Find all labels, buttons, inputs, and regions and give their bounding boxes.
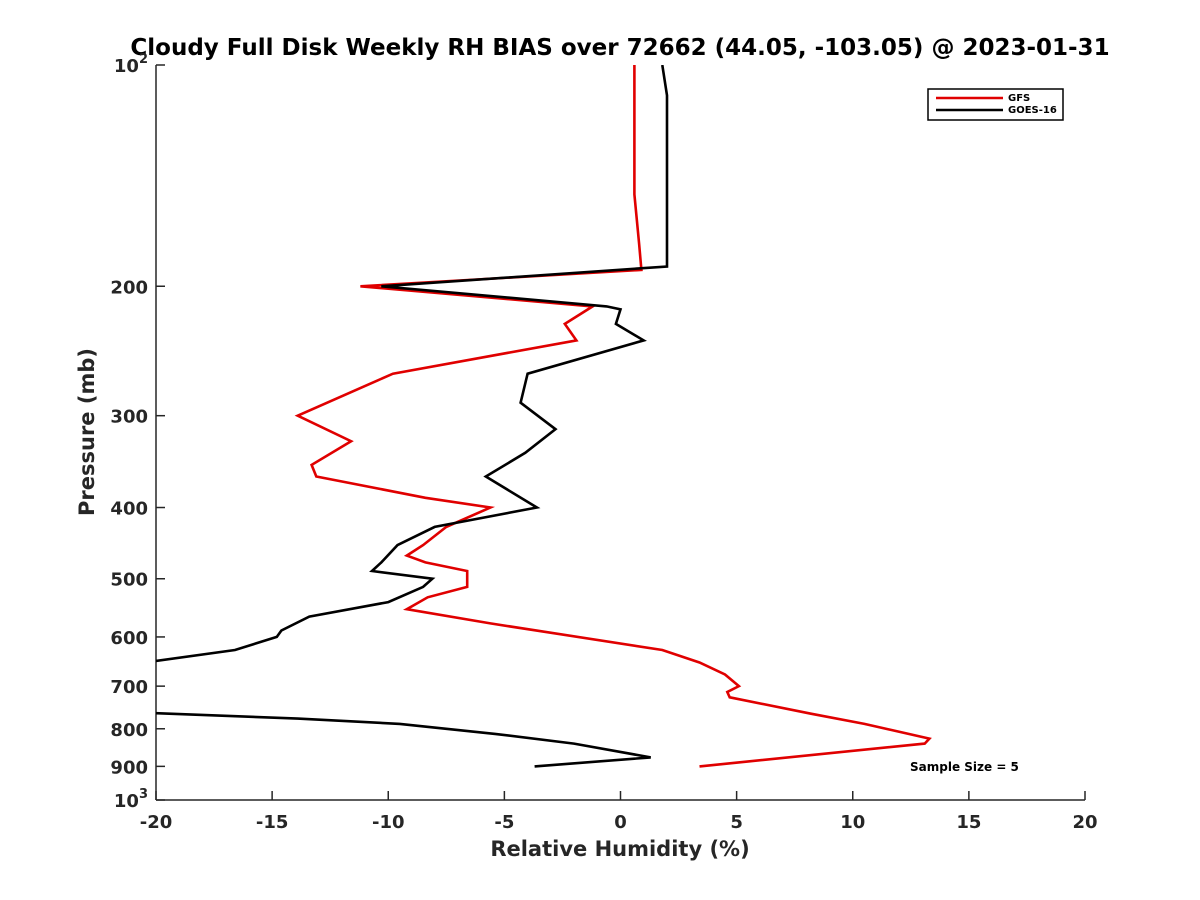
x-tick-label: 5 (730, 812, 743, 833)
x-tick-label: 15 (956, 812, 981, 833)
legend-label-gfs: GFS (1008, 93, 1030, 104)
x-tick-label: -20 (140, 812, 173, 833)
y-tick-label: 400 (110, 499, 148, 520)
x-axis-ticks: -20 -15 -10 -5 0 5 10 15 20 (140, 791, 1098, 833)
legend: GFS GOES-16 (927, 88, 1064, 121)
sample-size-annotation: Sample Size = 5 (910, 760, 1019, 774)
y-tick-label: 600 (110, 628, 148, 649)
y-tick-label: 300 (110, 407, 148, 428)
y-tick-label: 800 (110, 720, 148, 741)
x-tick-label: 10 (840, 812, 865, 833)
x-tick-label: -10 (372, 812, 405, 833)
series-line-gfs (294, 65, 932, 768)
x-tick-label: -5 (494, 812, 514, 833)
y-tick-label: 200 (110, 277, 148, 298)
x-tick-label: 0 (614, 812, 627, 833)
x-tick-label: -15 (256, 812, 289, 833)
chart-title: Cloudy Full Disk Weekly RH BIAS over 726… (130, 35, 1109, 61)
axes-frame (155, 65, 1085, 801)
y-tick-label: 102 (114, 52, 148, 77)
y-tick-label: 700 (110, 677, 148, 698)
legend-box (927, 88, 1064, 121)
x-axis-label: Relative Humidity (%) (490, 837, 749, 861)
y-tick-label: 900 (110, 757, 148, 778)
y-tick-label: 103 (114, 787, 148, 812)
legend-label-goes16: GOES-16 (1008, 105, 1057, 116)
x-tick-label: 20 (1072, 812, 1097, 833)
y-axis-label: Pressure (mb) (75, 348, 99, 516)
y-tick-label: 500 (110, 570, 148, 591)
series-line-goes-16 (156, 65, 669, 768)
y-axis-ticks: 102 200 300 400 500 600 700 800 900 103 (110, 52, 165, 812)
series-layer (156, 65, 932, 768)
